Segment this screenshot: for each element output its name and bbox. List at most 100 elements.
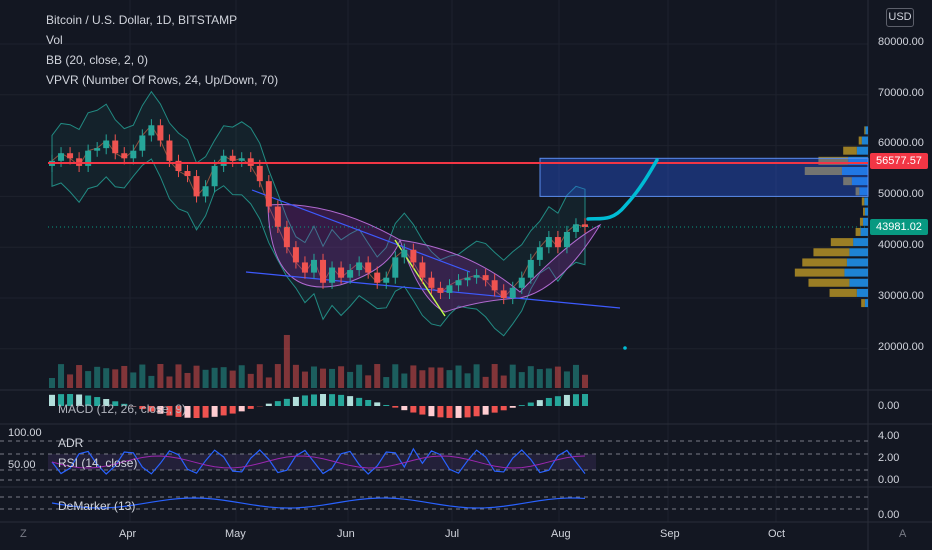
macd-bar [175,406,182,417]
candle-body [220,155,227,166]
candle-body [356,262,363,271]
volume-bar [473,364,480,388]
volume-bar [374,364,381,388]
volume-bar [329,368,336,388]
macd-bar [85,395,92,406]
candle-body [292,247,299,263]
candle-body [437,287,444,293]
candle-body [545,237,552,248]
vp-down-bar [843,177,852,186]
volume-bar [139,364,146,388]
macd-histogram [49,394,588,418]
candle-body [130,150,137,159]
candle-body [310,259,317,273]
candle-body [238,158,245,161]
vp-down-bar [804,167,842,175]
time-tick: Aug [551,528,571,540]
time-tick: Apr [119,528,137,540]
candle-body [410,249,417,263]
volume-bar [509,364,516,388]
projection-curve [586,158,659,221]
rsi-label[interactable]: RSI (14, close) [58,456,138,470]
candle-body [265,181,272,207]
vpvr-indicator-label[interactable]: VPVR (Number Of Rows, 24, Up/Down, 70) [46,73,279,87]
candle-body [157,125,164,141]
candle-body [184,171,191,177]
vp-down-bar [859,217,864,226]
macd-bar [347,396,354,406]
volume-bar [482,376,489,388]
volume-bar [446,370,453,388]
price-tick: 80000.00 [878,36,924,48]
macd-bar [238,406,245,412]
bb-indicator-label[interactable]: BB (20, close, 2, 0) [46,53,149,67]
auto-scale-button[interactable]: A [899,528,907,540]
volume-bar [356,364,363,388]
macd-axis-tick: 0.00 [878,400,900,412]
vp-down-bar [863,207,865,216]
candle-body [166,140,173,161]
candle-body [139,135,146,151]
macd-bar [563,394,570,406]
demarker-line [51,497,586,509]
price-tick: 20000.00 [878,341,924,353]
vp-up-bar [856,146,868,155]
candle-body [563,231,570,248]
macd-bar [374,402,381,406]
candle-body [58,153,65,161]
adr-label[interactable]: ADR [58,436,84,450]
volume-bar [582,374,588,388]
vp-up-bar [849,248,868,257]
candle-body [320,259,327,283]
macd-bar [292,396,299,406]
macd-bar [67,394,74,406]
candle-body [229,155,236,161]
candle-body [85,150,92,166]
symbol-title[interactable]: Bitcoin / U.S. Dollar, 1D, BITSTAMP [46,13,238,27]
macd-bar [500,406,507,411]
vol-indicator-label[interactable]: Vol [46,33,63,47]
vp-up-bar [860,227,868,236]
macd-bar [157,406,164,414]
candle-body [301,262,308,273]
macd-bar [365,399,372,406]
price-tick: 60000.00 [878,137,924,149]
volume-bar [554,366,561,388]
currency-button[interactable]: USD [886,8,914,27]
zoom-button[interactable]: Z [20,528,27,540]
candle-body [446,285,453,293]
vp-up-bar [856,288,868,297]
volume-bar [238,365,245,388]
macd-label[interactable]: MACD (12, 26, close, 9) [58,402,187,416]
demarker-label[interactable]: DeMarker (13) [58,499,136,513]
vp-down-bar [802,258,847,267]
rsi-axis-tick: 50.00 [8,459,36,471]
volume-bar [256,364,263,388]
macd-bar [193,406,200,418]
price-tick: 40000.00 [878,239,924,251]
candle-body [148,125,155,136]
macd-bar [139,406,146,410]
macd-bar [509,406,516,408]
macd-bar [247,406,254,409]
volume-bar [121,365,128,388]
macd-bar [356,397,363,406]
volume-bar [85,371,92,388]
volume-bar [274,364,281,388]
volume-bar [265,377,272,388]
candle-body [175,160,182,171]
volume-bar [112,369,119,388]
macd-bar [49,394,55,406]
volume-bar [283,334,290,388]
candle-body [500,290,507,298]
candle-body [527,259,534,278]
candle-body [455,280,462,286]
candle-body [283,226,290,248]
volume-profile [794,126,868,308]
candle-body [464,277,471,281]
price-tick: 50000.00 [878,188,924,200]
candle-body [572,224,579,232]
volume-bar [365,375,372,388]
